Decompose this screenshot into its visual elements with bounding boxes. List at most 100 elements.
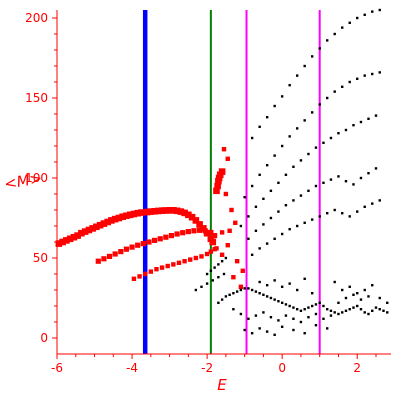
series-1-point-4 xyxy=(118,249,124,255)
series-5-point-138 xyxy=(344,309,348,312)
series-5-point-163 xyxy=(329,314,333,317)
vertical-lines xyxy=(142,10,321,354)
series-0-point-15 xyxy=(111,215,119,223)
series-4-point-12 xyxy=(214,246,219,251)
series-0-point-12 xyxy=(100,220,108,227)
series-0-point-17 xyxy=(119,213,126,221)
series-5-point-94 xyxy=(213,266,216,269)
series-5-point-24 xyxy=(288,135,291,138)
x-tick-label-4: 2 xyxy=(353,361,361,375)
series-5-point-25 xyxy=(295,127,299,130)
series-5-point-135 xyxy=(333,311,336,314)
series-0-point-23 xyxy=(143,208,151,216)
series-5-point-35 xyxy=(371,72,374,76)
y-tick-label-2: 100 xyxy=(25,171,48,185)
series-5-point-80 xyxy=(295,224,299,228)
series-5-point-180 xyxy=(341,288,344,292)
series-5-point-90 xyxy=(371,202,374,205)
series-5-point-10 xyxy=(326,39,329,42)
series-5-point-185 xyxy=(378,296,381,300)
series-5-point-97 xyxy=(224,256,228,260)
series-5-point-66 xyxy=(322,181,325,184)
series-5-point-147 xyxy=(378,308,381,311)
series-5-point-154 xyxy=(262,311,265,314)
x-tick-label-2: -2 xyxy=(201,361,213,375)
series-5-point-134 xyxy=(329,309,333,312)
series-5-point-168 xyxy=(367,295,370,298)
series-3-point-5 xyxy=(218,168,226,175)
series-5-point-85 xyxy=(333,208,336,212)
series-5-point-109 xyxy=(235,290,239,293)
series-1-point-7 xyxy=(135,242,141,248)
series-1-point-12 xyxy=(163,234,169,240)
series-1-point-0 xyxy=(95,258,101,264)
series-5-point-20 xyxy=(258,173,261,176)
series-4-point-8 xyxy=(240,268,245,273)
series-1-point-2 xyxy=(106,253,113,259)
series-5-point-187 xyxy=(258,280,261,284)
series-0-point-10 xyxy=(93,223,100,231)
series-5-point-71 xyxy=(359,176,363,180)
series-5-point-153 xyxy=(254,314,258,317)
series-5-point-192 xyxy=(295,288,299,292)
series-5-point-75 xyxy=(258,247,261,250)
series-0-point-25 xyxy=(151,207,158,215)
series-5-point-28 xyxy=(318,103,321,106)
series-5-point-58 xyxy=(262,223,265,226)
series-5-point-178 xyxy=(326,327,329,330)
series-5-point-170 xyxy=(250,332,254,335)
series-5-point-6 xyxy=(295,74,299,77)
x-tick-label-0: -6 xyxy=(51,361,63,375)
series-4-point-6 xyxy=(225,243,230,248)
series-5-point-143 xyxy=(363,311,366,314)
y-tick-label-1: 50 xyxy=(33,251,48,265)
series-0-point-19 xyxy=(126,211,134,219)
series-5-point-188 xyxy=(265,284,269,287)
series-5-point-176 xyxy=(303,332,306,335)
series-5-point-91 xyxy=(378,199,381,202)
series-5-point-67 xyxy=(329,178,333,181)
series-5-point-82 xyxy=(310,218,314,221)
series-5-point-112 xyxy=(247,287,250,290)
series-5-point-146 xyxy=(374,306,378,309)
series-5-point-1 xyxy=(258,125,261,128)
series-5-point-174 xyxy=(280,325,284,328)
tick-marks: -6 -4 -2 0 2 0 50 100 150 200 xyxy=(25,11,377,375)
series-1-point-11 xyxy=(157,236,163,242)
series-5-point-17 xyxy=(378,8,381,12)
series-5-point-38 xyxy=(247,215,250,218)
series-5-point-37 xyxy=(239,224,243,228)
series-1-point-6 xyxy=(129,244,135,250)
series-4-point-1 xyxy=(225,156,230,161)
series-5-point-177 xyxy=(314,324,318,327)
series-5-point-77 xyxy=(273,237,276,240)
series-2-point-9 xyxy=(182,259,187,264)
series-5-point-145 xyxy=(371,309,374,312)
series-2-point-12 xyxy=(199,254,204,259)
series-5-point-106 xyxy=(224,295,228,298)
series-5-point-76 xyxy=(265,242,269,245)
series-5-point-3 xyxy=(273,104,276,108)
y-tick-label-3: 150 xyxy=(25,91,48,105)
series-5-point-68 xyxy=(337,175,340,178)
series-5-point-16 xyxy=(371,10,374,13)
series-5-point-152 xyxy=(247,317,250,320)
series-0-point-20 xyxy=(130,210,138,218)
series-5-point-92 xyxy=(205,272,209,276)
series-0-point-26 xyxy=(155,207,162,215)
series-5-point-31 xyxy=(341,85,344,88)
series-5-point-0 xyxy=(250,136,254,140)
series-5-point-98 xyxy=(194,288,198,292)
series-1-point-16 xyxy=(185,229,191,235)
series-1-point-13 xyxy=(168,233,175,239)
series-0-point-18 xyxy=(123,212,130,220)
series-5-point-13 xyxy=(348,21,351,24)
series-1-point-17 xyxy=(191,228,197,234)
series-2-point-3 xyxy=(148,269,154,274)
series-5-point-139 xyxy=(348,308,351,311)
series-1-point-20 xyxy=(208,229,214,235)
series-5-point-110 xyxy=(239,288,243,292)
series-0-point-1 xyxy=(59,238,66,246)
series-5-point-87 xyxy=(348,215,351,218)
series-4-point-2 xyxy=(223,191,229,197)
